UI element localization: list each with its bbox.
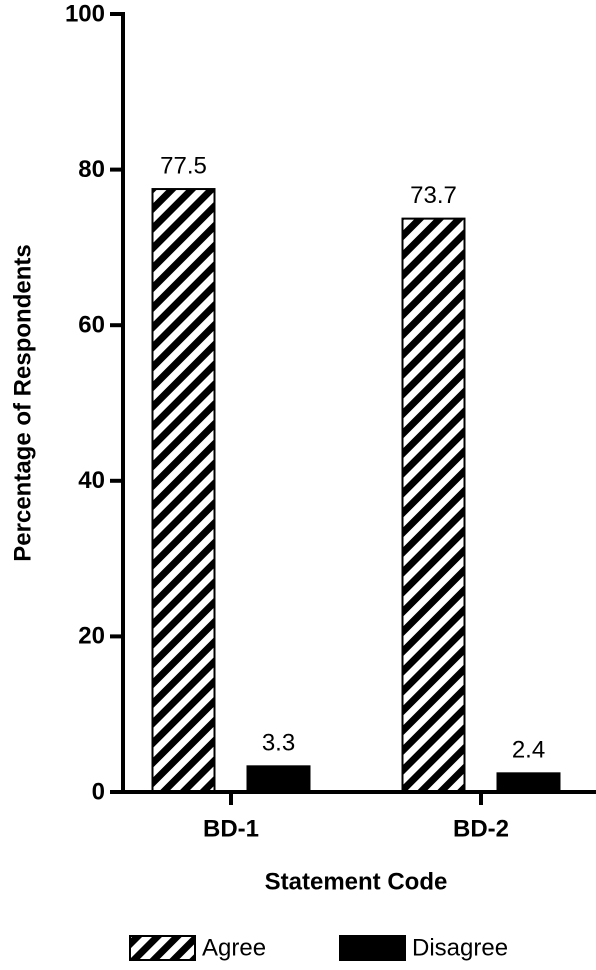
y-tick-label: 60 (78, 312, 105, 339)
bar (496, 772, 561, 794)
y-tick-label: 80 (78, 156, 105, 183)
legend-swatch (129, 935, 196, 961)
y-axis-title: Percentage of Respondents (9, 244, 36, 561)
legend-label: Disagree (412, 934, 508, 961)
bar (401, 217, 466, 793)
y-tick-label: 20 (78, 623, 105, 650)
bar (151, 188, 216, 794)
value-label: 73.7 (410, 182, 457, 209)
x-tick-label: BD-2 (453, 815, 509, 842)
value-label: 2.4 (512, 737, 545, 764)
x-tick-label: BD-1 (203, 815, 259, 842)
y-tick-label: 0 (92, 778, 105, 805)
legend-label: Agree (202, 934, 266, 961)
y-tick-label: 40 (78, 467, 105, 494)
value-label: 3.3 (262, 730, 295, 757)
value-label: 77.5 (160, 152, 207, 179)
x-axis-title: Statement Code (265, 868, 448, 895)
legend-swatch (339, 935, 406, 961)
bar (246, 765, 311, 793)
y-tick-label: 100 (65, 0, 105, 27)
